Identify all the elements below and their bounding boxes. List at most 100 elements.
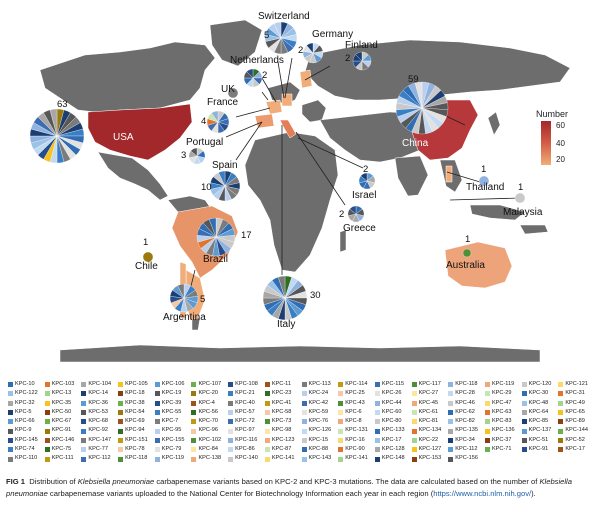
count-france: 4 (201, 116, 206, 127)
variant-swatch (374, 456, 380, 462)
variant-legend-item: KPC-156 (448, 454, 485, 463)
variant-swatch (264, 391, 270, 397)
variant-swatch (338, 410, 344, 416)
count-portugal: 3 (181, 150, 186, 161)
variant-legend-item: KPC-50 (44, 408, 82, 417)
pie-slice (360, 172, 368, 182)
caption-italic-2: Klebsiella pneumoniae (6, 477, 572, 498)
country-australia (444, 241, 513, 289)
variant-label: KPC-61 (418, 408, 439, 415)
variant-legend-item: KPC-135 (448, 426, 485, 435)
variant-swatch (191, 382, 197, 388)
label-uk: UK (221, 84, 235, 95)
variant-label: KPC-49 (565, 399, 585, 406)
pie-slice (208, 217, 217, 238)
pie-germany (302, 42, 324, 64)
variant-legend-item: KPC-39 (154, 399, 192, 408)
variant-label: KPC-23 (271, 390, 292, 397)
variant-swatch (228, 419, 234, 425)
variant-label: KPC-76 (308, 418, 329, 425)
variant-label: KPC-66 (15, 418, 35, 425)
legend-gradient-bar (541, 121, 551, 165)
variant-legend-item: KPC-138 (191, 454, 228, 463)
variant-swatch (118, 391, 124, 397)
variant-swatch (301, 419, 307, 425)
variant-legend-item: KPC-95 (154, 426, 192, 435)
variant-label: KPC-5 (15, 408, 32, 415)
variant-swatch (484, 447, 490, 453)
pie-slice (190, 147, 198, 157)
pie-switzerland (264, 21, 298, 55)
pie-slice (142, 251, 154, 263)
variant-label: KPC-141 (271, 455, 295, 462)
variant-legend-item: KPC-36 (81, 399, 118, 408)
variant-label: KPC-90 (345, 446, 365, 453)
variant-label: KPC-24 (308, 390, 329, 397)
variant-swatch (558, 419, 564, 425)
variant-swatch (81, 437, 87, 443)
variant-label: KPC-7 (161, 418, 179, 425)
variant-label: KPC-155 (161, 436, 185, 443)
variant-legend-item: KPC-34 (448, 436, 485, 445)
variant-swatch (191, 456, 197, 462)
variant-swatch (154, 391, 160, 397)
variant-swatch (8, 410, 13, 416)
variant-label: KPC-19 (161, 390, 182, 397)
variant-swatch (8, 437, 13, 443)
variant-legend-item: KPC-96 (191, 426, 228, 435)
variant-label: KPC-56 (198, 408, 219, 415)
variant-legend-item: KPC-20 (191, 389, 228, 398)
variant-legend-item: KPC-82 (448, 417, 485, 426)
variant-label: KPC-74 (15, 446, 35, 453)
variant-legend-item: KPC-58 (264, 408, 302, 417)
variant-legend-item: KPC-9 (8, 426, 45, 435)
variant-legend-item: KPC-7 (154, 417, 192, 426)
variant-legend-item: KPC-131 (338, 426, 375, 435)
variant-legend-item: KPC-56 (191, 408, 228, 417)
variant-label: KPC-140 (235, 455, 258, 462)
variant-swatch (154, 410, 160, 416)
variant-swatch (338, 419, 344, 425)
variant-legend-item: KPC-30 (521, 389, 559, 398)
variant-legend-item: KPC-141 (264, 454, 302, 463)
variant-swatch (374, 437, 380, 443)
variant-label: KPC-20 (198, 390, 219, 397)
pie-slice (273, 21, 282, 39)
variant-swatch (154, 419, 160, 425)
variant-legend-item: KPC-148 (374, 454, 412, 463)
variant-label: KPC-126 (308, 427, 332, 434)
variant-label: KPC-50 (51, 408, 72, 415)
count-chile: 1 (143, 237, 148, 248)
variant-legend-item: KPC-40 (228, 399, 265, 408)
variant-swatch (484, 428, 490, 434)
variant-legend-item: KPC-57 (228, 408, 265, 417)
color-scale-legend: Number 60 40 20 (536, 109, 568, 165)
variant-swatch (8, 419, 13, 425)
variant-swatch (81, 382, 87, 388)
count-malaysia: 1 (518, 182, 523, 193)
variant-swatch (81, 456, 87, 462)
variant-swatch (448, 428, 454, 434)
count-germany: 2 (298, 45, 303, 56)
variant-legend-item: KPC-89 (558, 417, 595, 426)
label-spain: Spain (212, 160, 238, 171)
variant-label: KPC-121 (565, 381, 589, 387)
variant-label: KPC-9 (15, 427, 32, 434)
variant-legend-item: KPC-61 (411, 408, 449, 417)
variant-swatch (191, 410, 197, 416)
caption-text-3: carbapenemase variants uploaded to the N… (47, 488, 434, 498)
variant-legend-item: KPC-51 (521, 436, 559, 445)
variant-label: KPC-73 (271, 418, 292, 425)
variant-legend-item: KPC-147 (81, 436, 118, 445)
count-greece: 2 (339, 209, 344, 220)
variant-legend-item: KPC-80 (374, 417, 412, 426)
variant-label: KPC-78 (125, 446, 145, 453)
caption-link[interactable]: https://www.ncbi.nlm.nih.gov/ (433, 488, 532, 498)
variant-label: KPC-60 (381, 408, 402, 415)
variant-label: KPC-131 (345, 427, 368, 434)
variant-label: KPC-48 (528, 399, 549, 406)
variant-swatch (8, 382, 13, 388)
variant-legend-item: KPC-55 (154, 408, 192, 417)
variant-label: KPC-135 (455, 427, 478, 434)
label-brazil: Brazil (203, 254, 228, 265)
